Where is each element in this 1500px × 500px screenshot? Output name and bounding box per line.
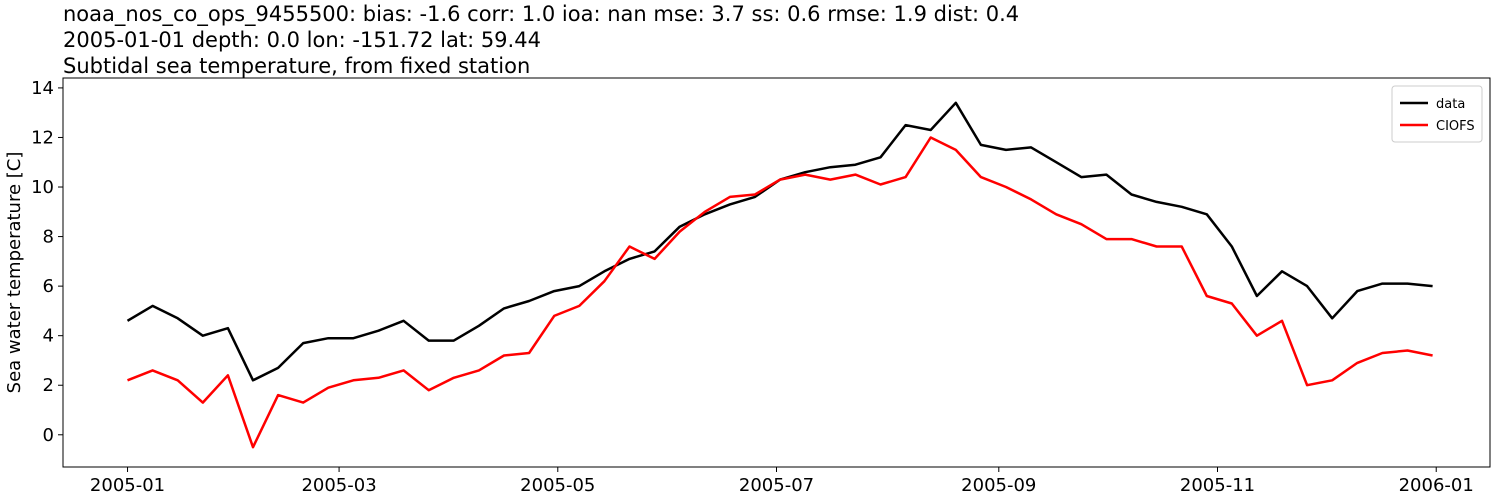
x-tick-label: 2005-05 — [520, 475, 595, 496]
legend-box — [1391, 85, 1483, 143]
legend-label: CIOFS — [1436, 119, 1475, 134]
x-tick-label: 2005-07 — [739, 475, 814, 496]
chart-title: Subtidal sea temperature, from fixed sta… — [63, 54, 530, 78]
y-tick-label: 12 — [31, 127, 54, 148]
y-tick-label: 14 — [31, 78, 54, 99]
y-tick-label: 0 — [43, 425, 54, 446]
y-tick-label: 10 — [31, 177, 54, 198]
x-tick-label: 2005-01 — [90, 475, 165, 496]
y-tick-label: 8 — [43, 227, 54, 248]
y-tick-label: 4 — [43, 326, 54, 347]
y-tick-label: 2 — [43, 375, 54, 396]
x-tick-label: 2006-01 — [1399, 475, 1474, 496]
x-tick-label: 2005-09 — [961, 475, 1036, 496]
plot-frame — [62, 77, 1491, 468]
x-tick-label: 2005-03 — [301, 475, 376, 496]
y-axis-label: Sea water temperature [C] — [4, 152, 25, 394]
legend-label: data — [1436, 97, 1465, 112]
data-line — [126, 101, 1433, 382]
chart-title: 2005-01-01 depth: 0.0 lon: -151.72 lat: … — [63, 28, 541, 52]
chart-title: noaa_nos_co_ops_9455500: bias: -1.6 corr… — [63, 2, 1019, 27]
y-tick-label: 6 — [43, 276, 54, 297]
data-line — [127, 136, 1433, 449]
x-tick-label: 2005-11 — [1180, 475, 1255, 496]
